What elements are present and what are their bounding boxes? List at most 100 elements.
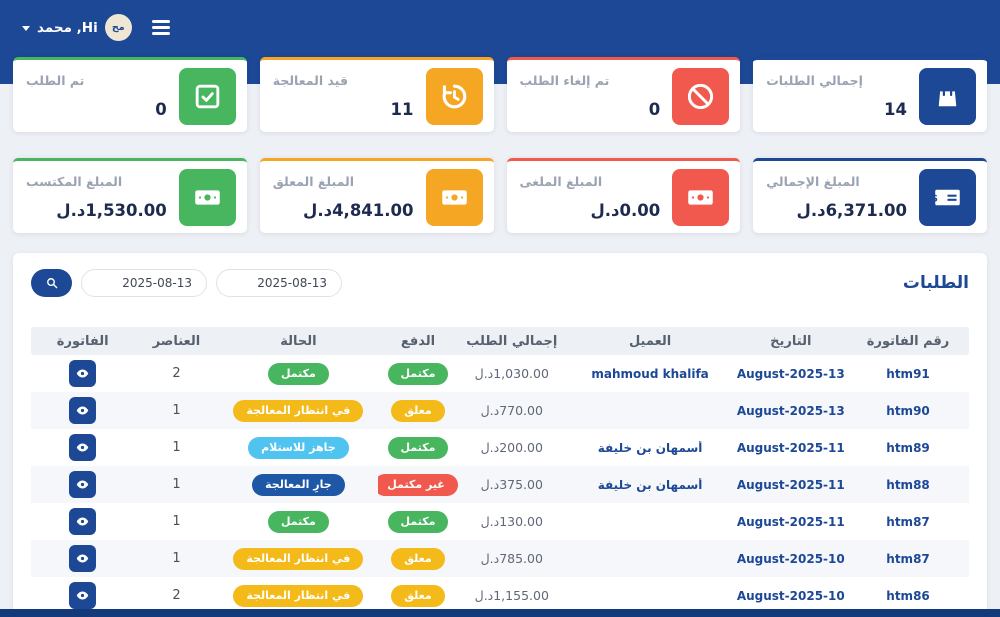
- view-invoice-button[interactable]: [69, 434, 97, 461]
- payment-status-badge: غير مكتمل: [378, 473, 458, 497]
- column-header: العميل: [628, 333, 672, 349]
- menu-icon[interactable]: [150, 16, 172, 39]
- caret-down-icon: [22, 26, 30, 31]
- invoice-number: htm86: [886, 588, 930, 603]
- table-row: htm86 August-2025-10 1,155.00د.ل معلق في…: [31, 577, 969, 614]
- column-header: التاريخ: [770, 333, 812, 349]
- main-content: إجمالي الطلبات 14 تم إلغاء الطلب 0 قيد ا…: [0, 57, 1000, 617]
- stat-label: المبلغ الإجمالي: [766, 174, 860, 189]
- stat-label: المبلغ الملغى: [519, 174, 603, 189]
- stat-value: 0: [648, 100, 661, 119]
- page-title: الطلبات: [902, 273, 969, 293]
- stat-card: $ المبلغ الإجمالي 6,371.00د.ل: [753, 158, 987, 233]
- column-header: رقم الفاتورة: [866, 333, 950, 349]
- order-date: August-2025-10: [736, 551, 845, 566]
- stat-value: 6,371.00د.ل: [796, 201, 907, 220]
- order-status-badge: في انتظار المعالجة: [233, 584, 364, 608]
- items-count: 1: [172, 440, 181, 455]
- filters: [31, 269, 342, 297]
- order-total: 1,155.00د.ل: [474, 588, 549, 603]
- stat-card: المبلغ المكتسب 1,530.00د.ل: [13, 158, 247, 233]
- payment-status-badge: مكتمل: [387, 510, 449, 534]
- client-name: أسمهان بن خليفة: [597, 477, 703, 492]
- stat-card: قيد المعالجة 11: [259, 57, 494, 132]
- view-invoice-button[interactable]: [69, 471, 97, 498]
- money-check-icon: $: [919, 168, 976, 226]
- order-total: 785.00د.ل: [480, 551, 543, 566]
- stat-value: 4,841.00د.ل: [303, 201, 414, 220]
- view-invoice-button[interactable]: [69, 397, 97, 424]
- payment-status-badge: معلق: [391, 584, 445, 608]
- table-row: htm91 August-2025-13 mahmoud khalifa 1,0…: [31, 355, 969, 392]
- order-date: August-2025-13: [736, 366, 845, 381]
- order-status-badge: جارِ المعالجة: [252, 473, 345, 497]
- column-header: الدفع: [400, 333, 436, 349]
- table-row: htm90 August-2025-13 770.00د.ل معلق في ا…: [31, 392, 969, 429]
- table-body: htm91 August-2025-13 mahmoud khalifa 1,0…: [31, 355, 969, 614]
- stat-value: 11: [390, 100, 414, 119]
- date-to-input[interactable]: [216, 269, 342, 297]
- payment-status-badge: مكتمل: [387, 362, 449, 386]
- order-date: August-2025-13: [736, 403, 845, 418]
- stat-value: 0: [155, 100, 167, 119]
- order-status-badge: في انتظار المعالجة: [233, 547, 364, 571]
- footer-bar: [0, 609, 1000, 617]
- history-icon: [425, 67, 483, 125]
- items-count: 1: [172, 514, 181, 529]
- view-invoice-button[interactable]: [69, 582, 97, 609]
- invoice-number: htm88: [886, 477, 930, 492]
- stat-card: المبلغ الملغى 0.00د.ل: [506, 158, 741, 233]
- date-from-input[interactable]: [81, 269, 207, 297]
- stat-label: إجمالي الطلبات: [766, 73, 863, 88]
- stats-grid: إجمالي الطلبات 14 تم إلغاء الطلب 0 قيد ا…: [13, 57, 987, 233]
- eye-icon: [75, 366, 90, 381]
- user-greeting: Hi, محمد: [37, 19, 98, 36]
- order-status-badge: مكتمل: [267, 510, 329, 534]
- eye-icon: [75, 514, 90, 529]
- stat-label: المبلغ المعلق: [272, 174, 354, 189]
- stat-value: 14: [884, 100, 907, 119]
- banknote-icon: [672, 168, 730, 226]
- eye-icon: [75, 403, 90, 418]
- items-count: 2: [172, 366, 181, 381]
- view-invoice-button[interactable]: [69, 545, 97, 572]
- column-header: إجمالي الطلب: [466, 333, 558, 349]
- order-date: August-2025-10: [736, 588, 845, 603]
- eye-icon: [75, 440, 90, 455]
- stat-value: 1,530.00د.ل: [56, 201, 167, 220]
- column-header: الفاتورة: [56, 333, 109, 349]
- payment-status-badge: معلق: [391, 399, 445, 423]
- order-date: August-2025-11: [736, 477, 845, 492]
- table-header-row: رقم الفاتورة التاريخ العميل إجمالي الطلب الد…: [31, 327, 969, 355]
- payment-status-badge: مكتمل: [387, 436, 449, 460]
- stat-card: المبلغ المعلق 4,841.00د.ل: [259, 158, 494, 233]
- order-status-badge: مكتمل: [267, 362, 329, 386]
- stat-card: تم الطلب 0: [13, 57, 247, 132]
- order-total: 375.00د.ل: [480, 477, 543, 492]
- view-invoice-button[interactable]: [69, 360, 97, 387]
- order-total: 200.00د.ل: [480, 440, 543, 455]
- order-date: August-2025-11: [736, 440, 845, 455]
- invoice-number: htm89: [886, 440, 930, 455]
- stat-card: تم إلغاء الطلب 0: [506, 57, 741, 132]
- user-menu[interactable]: مح Hi, محمد: [22, 14, 132, 41]
- svg-text:$: $: [932, 192, 938, 204]
- shopping-bag-icon: [919, 67, 976, 125]
- eye-icon: [75, 477, 90, 492]
- order-total: 770.00د.ل: [480, 403, 543, 418]
- search-icon: [45, 276, 59, 290]
- check-square-icon: [178, 67, 236, 125]
- table-row: htm88 August-2025-11 أسمهان بن خليفة 375…: [31, 466, 969, 503]
- banknote-icon: [425, 168, 483, 226]
- stat-value: 0.00د.ل: [590, 201, 661, 220]
- client-name: mahmoud khalifa: [591, 366, 709, 381]
- view-invoice-button[interactable]: [69, 508, 97, 535]
- search-button[interactable]: [31, 269, 72, 297]
- table-row: htm87 August-2025-11 130.00د.ل مكتمل مكت…: [31, 503, 969, 540]
- client-name: أسمهان بن خليفة: [597, 440, 703, 455]
- stat-label: تم الطلب: [26, 73, 85, 88]
- invoice-number: htm90: [886, 403, 930, 418]
- avatar: مح: [104, 14, 132, 41]
- order-date: August-2025-11: [736, 514, 845, 529]
